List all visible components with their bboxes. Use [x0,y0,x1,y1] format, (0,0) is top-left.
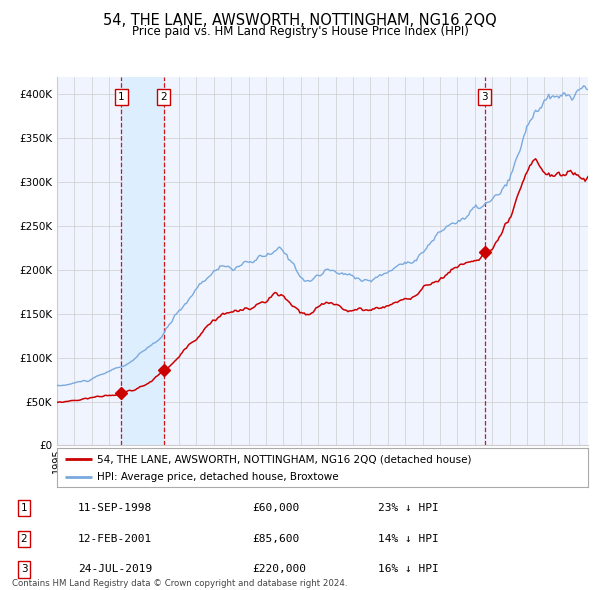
Text: 14% ↓ HPI: 14% ↓ HPI [378,534,439,544]
Text: £85,600: £85,600 [252,534,299,544]
Text: 1: 1 [118,92,125,102]
Text: 16% ↓ HPI: 16% ↓ HPI [378,565,439,575]
Text: 12-FEB-2001: 12-FEB-2001 [78,534,152,544]
Text: £60,000: £60,000 [252,503,299,513]
Text: 11-SEP-1998: 11-SEP-1998 [78,503,152,513]
Text: Contains HM Land Registry data © Crown copyright and database right 2024.: Contains HM Land Registry data © Crown c… [12,579,347,588]
Text: 3: 3 [481,92,488,102]
Text: 2: 2 [20,534,28,544]
Text: 2: 2 [160,92,167,102]
Text: 24-JUL-2019: 24-JUL-2019 [78,565,152,575]
Bar [121,77,164,445]
Text: 54, THE LANE, AWSWORTH, NOTTINGHAM, NG16 2QQ (detached house): 54, THE LANE, AWSWORTH, NOTTINGHAM, NG16… [97,454,472,464]
Text: Price paid vs. HM Land Registry's House Price Index (HPI): Price paid vs. HM Land Registry's House … [131,25,469,38]
Text: 54, THE LANE, AWSWORTH, NOTTINGHAM, NG16 2QQ: 54, THE LANE, AWSWORTH, NOTTINGHAM, NG16… [103,13,497,28]
Text: HPI: Average price, detached house, Broxtowe: HPI: Average price, detached house, Brox… [97,472,338,482]
Text: 1: 1 [20,503,28,513]
Text: £220,000: £220,000 [252,565,306,575]
Text: 3: 3 [20,565,28,575]
Text: 23% ↓ HPI: 23% ↓ HPI [378,503,439,513]
